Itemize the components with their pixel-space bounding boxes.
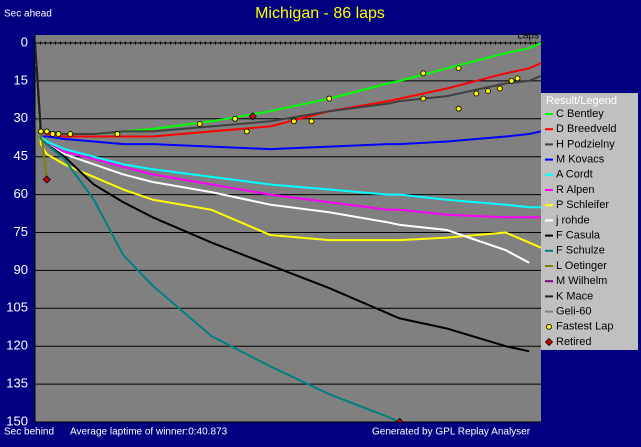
y-label-bottom: Sec behind bbox=[4, 427, 54, 438]
legend-label: j rohde bbox=[555, 214, 590, 226]
fastest-lap-marker bbox=[114, 131, 121, 137]
series-line bbox=[35, 42, 541, 151]
legend-label: M Kovacs bbox=[556, 154, 605, 166]
legend-label: D Breedveld bbox=[556, 123, 617, 135]
legend-label: C Bentley bbox=[556, 108, 604, 120]
y-tick-label: 150 bbox=[6, 413, 28, 428]
fastest-lap-marker bbox=[43, 128, 50, 135]
fastest-lap-marker bbox=[514, 75, 521, 82]
fastest-lap-marker bbox=[55, 131, 62, 137]
retired-marker bbox=[395, 417, 404, 422]
y-tick-label: 135 bbox=[6, 376, 28, 391]
fastest-lap-marker bbox=[420, 70, 427, 77]
retired-marker bbox=[248, 112, 257, 121]
series-line bbox=[35, 42, 401, 422]
legend-title: Result/Legend bbox=[546, 95, 617, 107]
legend-label: R Alpen bbox=[556, 184, 595, 196]
y-tick-label: 60 bbox=[14, 186, 28, 201]
y-label-top: Sec ahead bbox=[4, 9, 52, 20]
fastest-lap-marker bbox=[290, 118, 297, 125]
x-axis-label: Laps bbox=[517, 31, 539, 42]
series-line bbox=[35, 42, 541, 209]
y-tick-label: 0 bbox=[21, 34, 28, 49]
fastest-lap-marker bbox=[508, 78, 515, 84]
footer-left: Average laptime of winner:0:40.873 bbox=[70, 427, 228, 438]
series-line bbox=[35, 42, 42, 132]
legend-label: Fastest Lap bbox=[556, 321, 613, 333]
y-tick-label: 90 bbox=[14, 262, 28, 277]
legend-label: K Mace bbox=[556, 290, 593, 302]
fastest-lap-marker bbox=[243, 128, 250, 135]
y-tick-label: 75 bbox=[14, 224, 28, 239]
fastest-lap-marker bbox=[67, 131, 74, 137]
fastest-lap-marker bbox=[496, 85, 503, 92]
y-tick-label: 120 bbox=[6, 338, 28, 353]
legend-label: F Schulze bbox=[556, 245, 605, 257]
retired-marker bbox=[42, 175, 51, 184]
fastest-lap-marker bbox=[420, 95, 427, 102]
footer-right: Generated by GPL Replay Analyser bbox=[372, 427, 531, 438]
fastest-lap-marker bbox=[455, 65, 462, 72]
legend-label: Geli-60 bbox=[556, 306, 591, 318]
legend-label: P Schleifer bbox=[556, 199, 609, 211]
y-tick-label: 30 bbox=[14, 110, 28, 125]
fastest-lap-marker bbox=[196, 120, 203, 127]
legend-label: A Cordt bbox=[556, 169, 593, 181]
legend-swatch bbox=[544, 337, 554, 347]
series-group bbox=[35, 42, 541, 422]
legend-label: Retired bbox=[556, 336, 591, 348]
legend-swatch bbox=[546, 323, 552, 330]
fastest-lap-marker bbox=[473, 90, 480, 97]
legend-label: L Oetinger bbox=[556, 260, 607, 272]
series-line bbox=[35, 42, 541, 138]
legend-label: F Casula bbox=[556, 230, 601, 242]
fastest-lap-marker bbox=[49, 131, 56, 137]
series-line bbox=[35, 42, 541, 249]
chart-title: Michigan - 86 laps bbox=[255, 5, 385, 22]
legend-box bbox=[541, 93, 638, 350]
series-line bbox=[35, 42, 541, 219]
fastest-lap-marker bbox=[232, 115, 238, 122]
fastest-lap-marker bbox=[308, 118, 315, 125]
fastest-lap-marker bbox=[326, 95, 333, 102]
y-tick-label: 105 bbox=[6, 300, 28, 315]
fastest-lap-marker bbox=[485, 88, 491, 94]
fastest-lap-marker bbox=[455, 105, 462, 112]
legend-label: M Wilhelm bbox=[556, 275, 607, 287]
fastest-lap-marker bbox=[37, 128, 44, 135]
legend-label: H Podzielny bbox=[556, 138, 615, 150]
series-line bbox=[35, 42, 541, 135]
y-tick-label: 45 bbox=[14, 148, 28, 163]
y-tick-label: 15 bbox=[14, 72, 28, 87]
plot-area bbox=[35, 35, 541, 422]
